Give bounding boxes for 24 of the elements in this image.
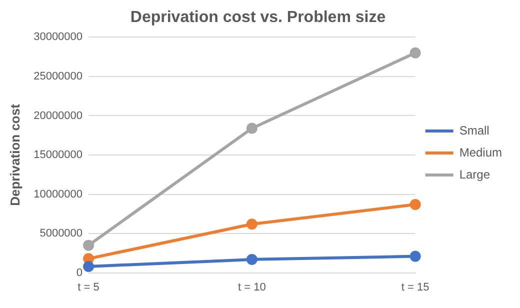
point bbox=[410, 198, 421, 210]
legend-label: Small bbox=[459, 123, 490, 138]
point bbox=[83, 253, 94, 264]
y-tick-label: 10000000 bbox=[34, 188, 83, 200]
y-tick-label: 20000000 bbox=[34, 110, 83, 122]
y-tick-label: 5000000 bbox=[40, 228, 83, 240]
x-tick-label: t = 10 bbox=[238, 281, 266, 294]
point bbox=[83, 240, 94, 251]
y-tick-label: 25000000 bbox=[34, 70, 83, 82]
chart-title: Deprivation cost vs. Problem size bbox=[130, 9, 386, 26]
legend-label: Large bbox=[459, 167, 490, 182]
point bbox=[410, 47, 421, 58]
y-tick-label: 0 bbox=[76, 266, 83, 279]
point bbox=[246, 218, 258, 230]
y-tick-label: 30000000 bbox=[34, 31, 83, 44]
point bbox=[83, 261, 94, 272]
point bbox=[246, 122, 258, 134]
x-tick-label: t = 5 bbox=[78, 281, 100, 294]
legend-label: Medium bbox=[459, 145, 502, 160]
y-axis-title: Deprivation cost bbox=[7, 103, 22, 206]
point bbox=[410, 250, 421, 262]
y-tick-label: 15000000 bbox=[34, 149, 83, 162]
point bbox=[246, 254, 258, 265]
x-tick-label: t = 15 bbox=[401, 281, 430, 294]
